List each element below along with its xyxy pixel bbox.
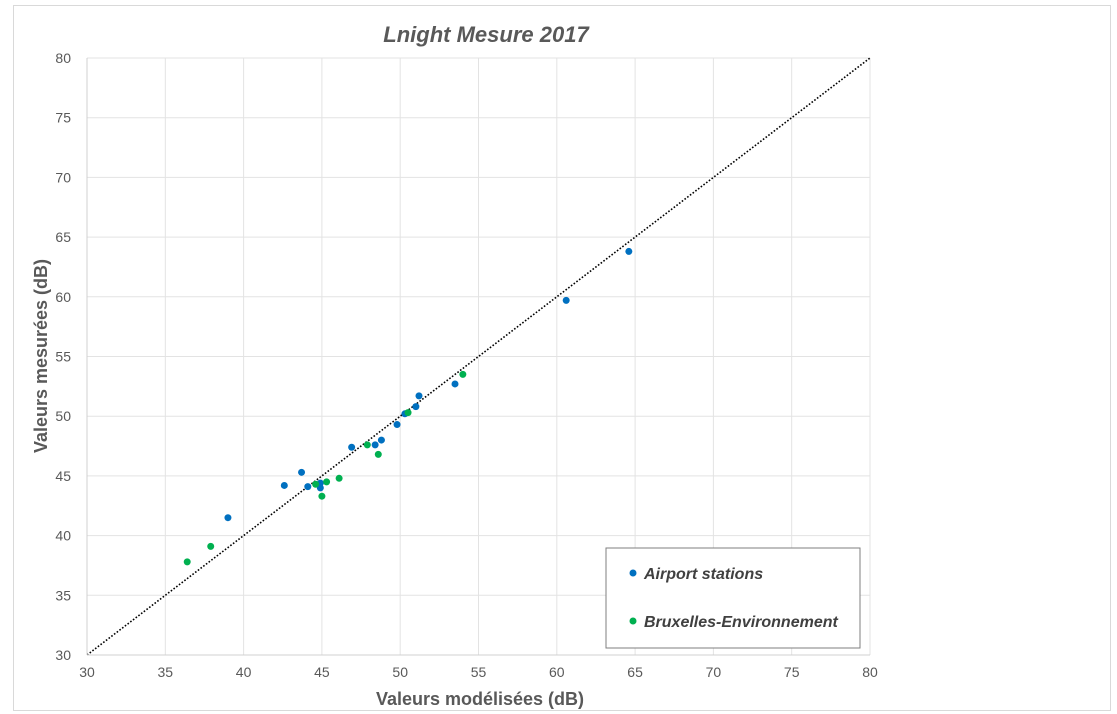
airport-stations-point [415,392,423,400]
airport-stations-point [280,481,288,489]
bruxelles-environnement-point [363,441,371,449]
bruxelles-environnement-point [404,409,412,417]
bruxelles-environnement-point [323,478,331,486]
bruxelles-environnement-point [312,480,320,488]
airport-stations-point [371,441,379,449]
bruxelles-environnement-point [207,542,215,550]
bruxelles-environnement-point [459,370,467,378]
y-tick-label: 75 [55,110,71,126]
y-tick-label: 40 [55,528,71,544]
airport-stations-point [224,514,232,522]
x-tick-label: 55 [471,664,487,680]
y-tick-label: 65 [55,229,71,245]
legend-box [605,547,861,649]
x-tick-label: 40 [236,664,252,680]
data-points [183,247,633,566]
y-tick-label: 45 [55,468,71,484]
reference-line-1-to-1 [86,57,871,656]
airport-stations-point [298,468,306,476]
x-tick-label: 30 [79,664,95,680]
airport-stations-point [562,296,570,304]
axes: 30 35 40 45 50 55 60 65 70 75 80 30 35 40 45 50 55 60 65 70… [55,50,878,680]
legend-label-airport-stations: Airport stations [643,566,763,583]
bruxelles-environnement-point [183,558,191,566]
y-axis-title: Valeurs mesurées (dB) [31,259,51,453]
x-tick-label: 65 [627,664,643,680]
reference-line [86,57,871,656]
x-tick-label: 45 [314,664,330,680]
y-tick-label: 50 [55,408,71,424]
legend-marker-bruxelles-environnement [629,617,637,625]
airport-stations-point [625,247,633,255]
airport-stations-point [412,403,420,411]
airport-stations-point [377,436,385,444]
x-tick-label: 60 [549,664,565,680]
chart-area: 30 35 40 45 50 55 60 65 70 75 80 30 35 40 45 50 55 60 65 70… [13,5,1111,711]
chart-title: Lnight Mesure 2017 [383,22,590,47]
airport-stations-point [393,421,401,429]
x-tick-label: 70 [706,664,722,680]
x-tick-label: 35 [158,664,174,680]
bruxelles-environnement-point [335,474,343,482]
x-tick-label: 75 [784,664,800,680]
airport-stations-point [304,483,312,491]
y-tick-label: 60 [55,289,71,305]
bruxelles-environnement-point [318,492,326,500]
airport-stations-point [451,380,459,388]
y-tick-label: 70 [55,169,71,185]
x-tick-label: 50 [392,664,408,680]
airport-stations-point [348,443,356,451]
y-tick-label: 55 [55,349,71,365]
x-axis-title: Valeurs modélisées (dB) [376,689,584,709]
scatter-chart: 30 35 40 45 50 55 60 65 70 75 80 30 35 40 45 50 55 60 65 70… [31,22,878,709]
legend-marker-airport-stations [629,569,637,577]
y-tick-label: 80 [55,50,71,66]
y-tick-label: 30 [55,647,71,663]
legend: Airport stations Bruxelles-Environnement [605,547,861,649]
x-tick-label: 80 [862,664,878,680]
y-tick-label: 35 [55,587,71,603]
bruxelles-environnement-point [374,450,382,458]
legend-label-bruxelles-environnement: Bruxelles-Environnement [644,614,839,631]
